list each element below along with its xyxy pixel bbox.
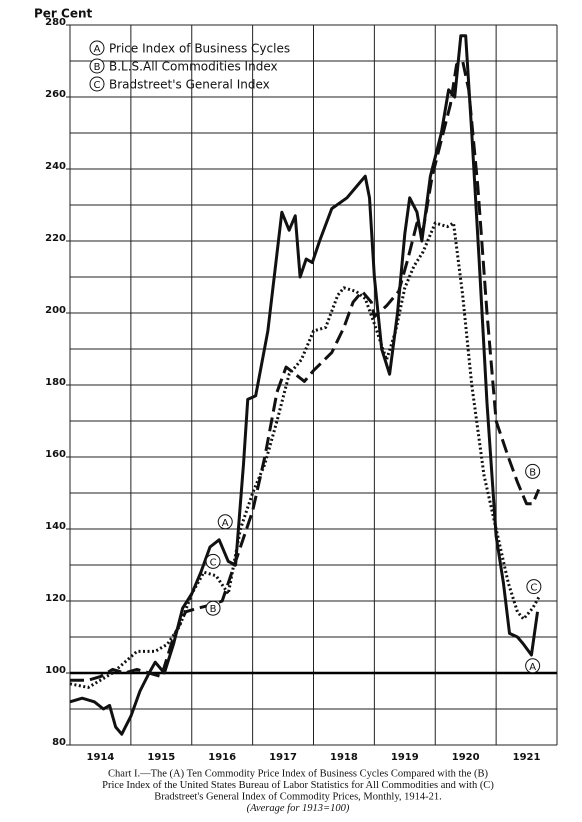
x-tick-label: 1915 bbox=[147, 752, 175, 763]
y-tick-label: 240 bbox=[45, 161, 66, 172]
y-tick-label: 100 bbox=[45, 665, 66, 676]
caption: (Average for 1913=100) bbox=[247, 803, 350, 814]
legend-marker-circle bbox=[89, 76, 105, 92]
x-tick-label: 1916 bbox=[208, 752, 236, 763]
y-tick-label: 220 bbox=[45, 233, 66, 244]
series-tag: A bbox=[222, 518, 229, 529]
x-tick-label: 1918 bbox=[330, 752, 358, 763]
caption: Bradstreet's General Index of Commodity … bbox=[154, 791, 442, 802]
series-tag-circle bbox=[526, 579, 542, 595]
x-tick-label: 1921 bbox=[513, 752, 541, 763]
legend-marker: B bbox=[94, 62, 101, 73]
caption: Chart I.—The (A) Ten Commodity Price Ind… bbox=[108, 768, 488, 779]
series-tag: C bbox=[530, 583, 537, 594]
y-tick-label: 280 bbox=[45, 17, 66, 28]
series-tag: B bbox=[210, 604, 217, 615]
x-tick-label: 1914 bbox=[87, 752, 115, 763]
x-tick-label: 1917 bbox=[269, 752, 297, 763]
y-tick-label: 120 bbox=[45, 593, 66, 604]
legend-marker-circle bbox=[89, 58, 105, 74]
series-tag-circle bbox=[205, 553, 221, 569]
x-tick-label: 1919 bbox=[391, 752, 419, 763]
series-tag: A bbox=[529, 662, 536, 673]
series-line bbox=[69, 221, 541, 689]
series-tag-circle bbox=[217, 514, 233, 530]
y-tick-label: 160 bbox=[45, 449, 66, 460]
caption: Price Index of the United States Bureau … bbox=[102, 780, 494, 791]
y-tick-label: 180 bbox=[45, 377, 66, 388]
series-tag: B bbox=[529, 467, 536, 478]
legend-label: Bradstreet's General Index bbox=[109, 78, 270, 92]
legend-marker-circle bbox=[89, 40, 105, 56]
y-tick-label: 80 bbox=[52, 737, 66, 748]
series-tag-circle bbox=[525, 463, 541, 479]
y-axis-label: Per Cent bbox=[34, 7, 93, 21]
legend-label: B.L.S.All Commodities Index bbox=[109, 60, 278, 74]
legend-marker: A bbox=[94, 44, 101, 55]
y-tick-label: 260 bbox=[45, 89, 66, 100]
y-tick-label: 200 bbox=[45, 305, 66, 316]
series-tag: C bbox=[210, 557, 217, 568]
x-tick-label: 1920 bbox=[452, 752, 480, 763]
series-line bbox=[70, 59, 541, 682]
series-tag-circle bbox=[525, 658, 541, 674]
legend-label: Price Index of Business Cycles bbox=[109, 42, 290, 56]
series-line bbox=[69, 34, 540, 736]
y-tick-label: 140 bbox=[45, 521, 66, 532]
series-tag-circle bbox=[205, 600, 221, 616]
legend-marker: C bbox=[94, 80, 101, 91]
